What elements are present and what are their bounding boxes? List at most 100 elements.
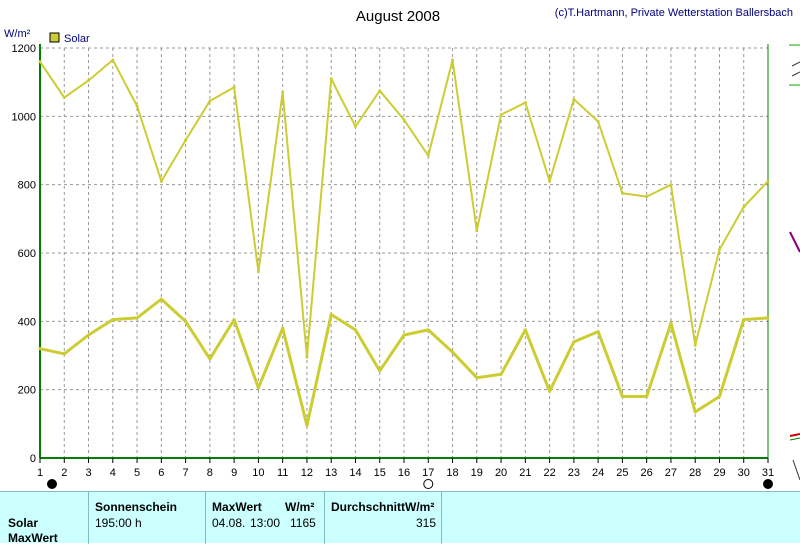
x-tick-label: 19 (471, 467, 483, 479)
data-point-average (208, 357, 212, 361)
x-tick-labels: 1 2 3 4 5 6 7 8 9 10 11 12 13 14 15 16 17 18 19 20 21 22 23 24 2… (37, 467, 774, 479)
edge-line (792, 459, 800, 481)
y-tick-labels: 0 200 400 600 800 1000 1200 (12, 43, 36, 465)
data-point-average (523, 328, 527, 332)
edge-line (789, 433, 800, 437)
y-tick-label: 200 (18, 385, 36, 397)
x-tick-label: 31 (762, 467, 774, 479)
full-moon-icon (423, 479, 434, 489)
data-point-average (305, 424, 309, 428)
data-point-average (596, 330, 600, 334)
data-point-max (645, 195, 649, 199)
y-tick-label: 800 (18, 180, 36, 192)
data-point-max (620, 191, 624, 195)
value-max-value: 1165 (290, 516, 316, 530)
data-point-average (426, 328, 430, 332)
edge-line (789, 231, 800, 253)
x-tick-label: 4 (110, 467, 116, 479)
chart-series (38, 58, 770, 428)
y-tick-label: 1200 (12, 43, 36, 55)
data-point-max (62, 96, 66, 100)
data-point-average (256, 386, 260, 390)
data-point-max (232, 85, 236, 89)
data-point-average (548, 389, 552, 393)
value-sunshine: 195:00 h (95, 516, 142, 530)
x-tick-label: 20 (495, 467, 507, 479)
data-point-average (693, 410, 697, 414)
value-max-time: 13:00 (250, 516, 281, 530)
data-point-average (742, 318, 746, 322)
data-point-max (281, 90, 285, 94)
x-tick-label: 10 (252, 467, 264, 479)
x-tick-label: 2 (61, 467, 67, 479)
data-point-max (693, 343, 697, 347)
x-tick-label: 25 (616, 467, 628, 479)
edge-line (791, 71, 800, 77)
x-tick-label: 18 (446, 467, 458, 479)
edge-line (789, 437, 800, 441)
x-tick-label: 11 (277, 467, 288, 479)
edge-line (791, 61, 800, 67)
data-point-max (475, 229, 479, 233)
data-point-max (184, 138, 188, 142)
x-tick-label: 24 (592, 467, 604, 479)
data-point-max (111, 58, 115, 62)
data-point-max (378, 89, 382, 93)
x-tick-label: 17 (422, 467, 434, 479)
data-point-average (329, 313, 333, 316)
data-point-average (499, 372, 503, 376)
data-point-average (87, 333, 91, 337)
x-tick-label: 22 (543, 467, 555, 479)
data-point-average (353, 328, 357, 332)
data-point-average (620, 395, 624, 398)
x-tick-label: 16 (398, 467, 410, 479)
data-point-max (717, 248, 721, 252)
data-point-average (766, 316, 770, 320)
data-point-max (38, 60, 42, 64)
data-point-average (402, 333, 406, 337)
moon-phase-markers (47, 479, 773, 489)
data-point-average (475, 376, 479, 380)
x-tick-label: 13 (325, 467, 337, 479)
data-point-max (548, 179, 552, 183)
header-sunshine: Sonnenschein (95, 500, 178, 514)
data-point-average (38, 347, 42, 351)
data-point-max (305, 355, 309, 359)
y-tick-label: 600 (18, 248, 36, 260)
new-moon-icon (47, 479, 57, 489)
x-tick-label: 21 (519, 467, 531, 479)
y-tick-label: 0 (30, 453, 36, 465)
data-point-average (111, 318, 115, 322)
data-point-max (742, 205, 746, 209)
x-tick-label: 12 (301, 467, 313, 479)
x-tick-label: 3 (85, 467, 91, 479)
data-point-average (184, 319, 188, 323)
data-point-average (378, 369, 382, 373)
x-tick-label: 5 (134, 467, 140, 479)
table-divider (88, 492, 89, 544)
table-divider (205, 492, 206, 544)
table-divider (324, 492, 325, 544)
data-point-max (669, 183, 673, 187)
x-tick-label: 8 (207, 467, 213, 479)
x-tick-label: 27 (665, 467, 677, 479)
copyright-text: (c)T.Hartmann, Private Wetterstation Bal… (555, 7, 793, 19)
value-max-date: 04.08. (212, 516, 246, 530)
x-tick-label: 7 (183, 467, 189, 479)
data-point-average (451, 350, 455, 354)
data-point-max (135, 104, 139, 108)
data-point-average (717, 395, 721, 398)
data-point-average (62, 352, 66, 356)
data-point-max (208, 99, 212, 103)
table-divider (441, 492, 442, 544)
chart-grid (40, 47, 769, 458)
x-tick-label: 30 (738, 467, 750, 479)
summary-table: Solar MaxWert Sonnenschein 195:00 h MaxW… (0, 491, 800, 545)
x-tick-label: 9 (231, 467, 237, 479)
x-tick-label: 15 (374, 467, 386, 479)
data-point-average (159, 297, 163, 301)
x-tick-label: 28 (689, 467, 701, 479)
x-tick-label: 14 (349, 467, 361, 479)
data-point-max (766, 179, 770, 183)
